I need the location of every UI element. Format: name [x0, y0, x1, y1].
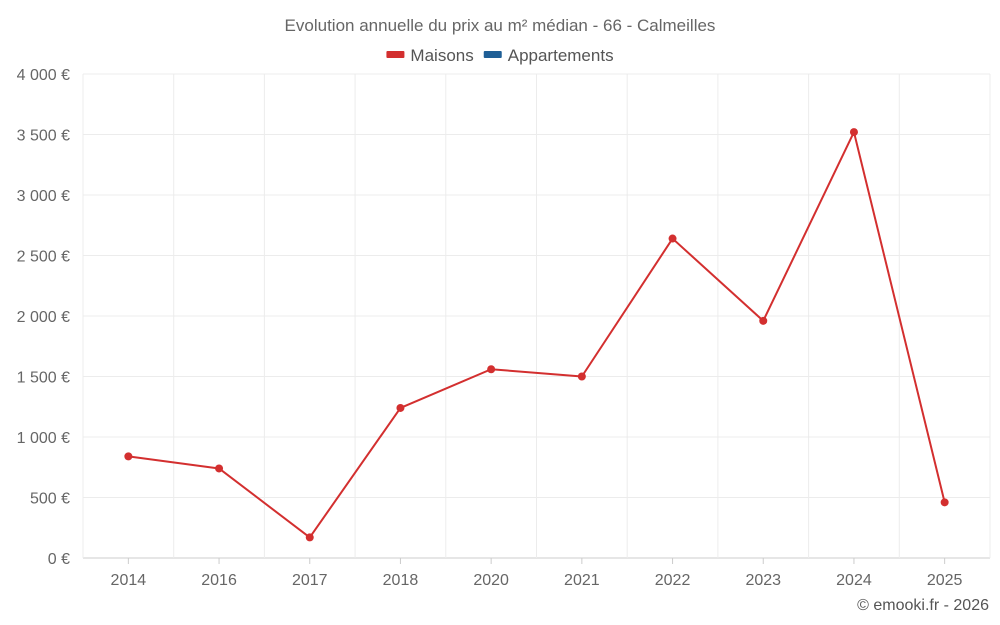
x-tick-label: 2017: [292, 572, 328, 589]
y-tick-label: 2 500 €: [17, 249, 70, 266]
x-tick-label: 2025: [927, 572, 963, 589]
data-point[interactable]: [759, 316, 768, 325]
data-point[interactable]: [396, 403, 405, 412]
legend-label: Maisons: [410, 46, 473, 65]
y-tick-label: 3 500 €: [17, 128, 70, 145]
y-tick-label: 3 000 €: [17, 188, 70, 205]
series-line: [128, 131, 946, 539]
x-tick-label: 2022: [655, 572, 691, 589]
x-tick-label: 2016: [201, 572, 237, 589]
data-point[interactable]: [668, 234, 677, 243]
chart-title: Evolution annuelle du prix au m² médian …: [285, 16, 716, 35]
x-tick-label: 2014: [111, 572, 147, 589]
grid: [82, 73, 991, 559]
legend: Maisons Appartements: [386, 46, 614, 65]
data-point[interactable]: [849, 128, 858, 137]
data-point[interactable]: [305, 533, 314, 542]
x-tick-label: 2024: [836, 572, 872, 589]
y-tick-label: 0 €: [48, 551, 70, 568]
series-layer: [124, 128, 949, 542]
y-tick-label: 1 000 €: [17, 430, 70, 447]
data-point[interactable]: [215, 464, 224, 473]
data-point[interactable]: [487, 365, 496, 374]
credit-text: © emooki.fr - 2026: [857, 597, 989, 614]
y-tick-label: 500 €: [30, 491, 70, 508]
x-tick-label: 2018: [383, 572, 419, 589]
data-point[interactable]: [577, 372, 586, 381]
x-tick-label: 2023: [745, 572, 781, 589]
legend-label: Appartements: [508, 46, 614, 65]
x-axis: 2014 2016 2017 2018 2020 2021 2022 2023 2024 2025: [111, 558, 963, 589]
data-point[interactable]: [124, 452, 133, 461]
y-tick-label: 4 000 €: [17, 67, 70, 84]
legend-item[interactable]: Maisons: [386, 46, 474, 65]
x-tick-label: 2021: [564, 572, 600, 589]
y-tick-label: 1 500 €: [17, 370, 70, 387]
x-tick-label: 2020: [473, 572, 509, 589]
legend-swatch: [483, 51, 502, 58]
y-axis: 0 € 500 € 1 000 € 1 500 € 2 000 € 2 500 € 3 00…: [17, 67, 70, 568]
legend-swatch: [386, 51, 405, 58]
data-point[interactable]: [940, 498, 949, 507]
legend-item[interactable]: Appartements: [483, 46, 614, 65]
y-tick-label: 2 000 €: [17, 309, 70, 326]
